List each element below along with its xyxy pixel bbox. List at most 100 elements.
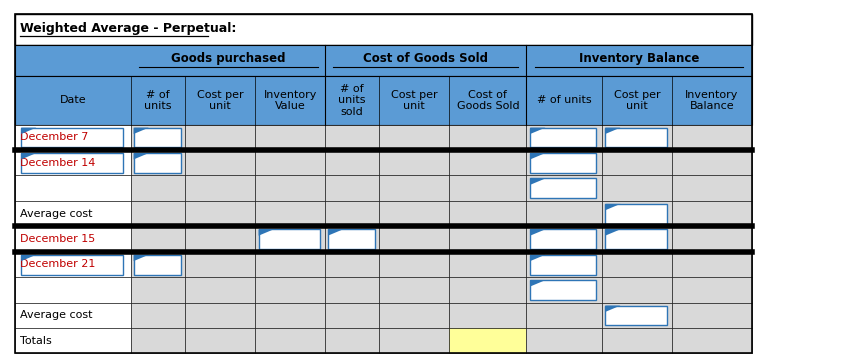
Text: Goods purchased: Goods purchased (171, 52, 285, 66)
Bar (131, 150, 185, 175)
Bar (449, 150, 526, 175)
Bar (325, 303, 379, 328)
Bar (526, 175, 602, 201)
Bar (672, 277, 752, 303)
Bar (15, 76, 752, 125)
Bar (526, 125, 602, 150)
Polygon shape (134, 153, 149, 159)
Bar (526, 277, 602, 303)
Bar (255, 201, 325, 226)
Bar (526, 150, 602, 175)
Bar (672, 226, 752, 252)
Text: # of
units: # of units (144, 90, 172, 111)
Bar (255, 303, 325, 328)
Bar (602, 277, 672, 303)
Text: December 15: December 15 (20, 234, 95, 244)
Text: Inventory
Balance: Inventory Balance (685, 90, 739, 111)
Bar (605, 204, 667, 224)
Bar (185, 175, 255, 201)
Bar (325, 277, 379, 303)
Bar (530, 229, 597, 249)
Bar (255, 226, 325, 252)
Bar (325, 125, 379, 150)
Bar (379, 252, 449, 277)
Bar (21, 128, 123, 147)
Text: Cost per
unit: Cost per unit (197, 90, 243, 111)
Bar (449, 125, 526, 150)
Bar (185, 252, 255, 277)
Polygon shape (21, 128, 36, 134)
Polygon shape (605, 306, 621, 312)
Bar (255, 125, 325, 150)
Bar (449, 277, 526, 303)
Polygon shape (605, 204, 621, 210)
Polygon shape (134, 255, 149, 261)
Bar (185, 277, 255, 303)
Bar (449, 175, 526, 201)
Bar (185, 328, 255, 353)
Text: Inventory
Value: Inventory Value (264, 90, 317, 111)
Bar (526, 201, 602, 226)
Bar (185, 150, 255, 175)
Polygon shape (134, 128, 149, 134)
Bar (602, 226, 672, 252)
Bar (672, 201, 752, 226)
Text: Cost per
unit: Cost per unit (614, 90, 660, 111)
Bar (131, 175, 185, 201)
Polygon shape (328, 229, 343, 236)
Bar (379, 328, 449, 353)
Bar (379, 226, 449, 252)
Text: Inventory Balance: Inventory Balance (579, 52, 699, 66)
Bar (526, 328, 602, 353)
Polygon shape (259, 229, 274, 236)
Text: December 7: December 7 (20, 132, 88, 142)
Polygon shape (530, 153, 545, 159)
Text: December 14: December 14 (20, 158, 95, 168)
Text: Date: Date (60, 96, 86, 105)
Bar (602, 303, 672, 328)
Text: Average cost: Average cost (20, 310, 92, 320)
Bar (325, 150, 379, 175)
Bar (449, 252, 526, 277)
Bar (526, 303, 602, 328)
Bar (605, 128, 667, 147)
Bar (672, 125, 752, 150)
Bar (15, 277, 131, 303)
Bar (134, 128, 181, 147)
Bar (15, 226, 131, 252)
Bar (526, 252, 602, 277)
Bar (530, 280, 597, 300)
Bar (259, 229, 320, 249)
Bar (255, 277, 325, 303)
Bar (379, 175, 449, 201)
Text: December 21: December 21 (20, 260, 95, 269)
Bar (15, 45, 752, 76)
Polygon shape (21, 255, 36, 261)
Bar (255, 150, 325, 175)
Bar (449, 328, 526, 353)
Bar (131, 277, 185, 303)
Bar (131, 303, 185, 328)
Bar (379, 277, 449, 303)
Bar (530, 128, 597, 147)
Polygon shape (530, 128, 545, 134)
Bar (530, 255, 597, 275)
Text: Weighted Average - Perpetual:: Weighted Average - Perpetual: (20, 23, 236, 35)
Bar (325, 175, 379, 201)
Bar (21, 255, 123, 275)
Bar (602, 125, 672, 150)
Bar (185, 125, 255, 150)
Bar (530, 153, 597, 173)
Bar (185, 303, 255, 328)
Bar (672, 252, 752, 277)
Bar (185, 201, 255, 226)
Text: Cost of
Goods Sold: Cost of Goods Sold (456, 90, 520, 111)
Bar (131, 252, 185, 277)
Bar (328, 229, 376, 249)
Bar (15, 14, 752, 353)
Bar (15, 125, 131, 150)
Bar (379, 201, 449, 226)
Bar (602, 252, 672, 277)
Bar (449, 226, 526, 252)
Bar (526, 226, 602, 252)
